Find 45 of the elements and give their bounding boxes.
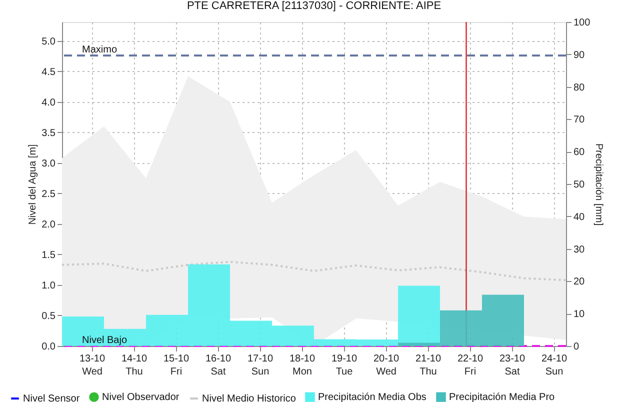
y2-tick-label: 10 [574, 309, 586, 320]
y-tick-label: 4.0 [42, 97, 56, 108]
x-tick-label: 15-10 Fri [163, 354, 190, 378]
y-tick-label: 4.5 [42, 66, 56, 78]
y2-tick-label: 50 [574, 180, 586, 190]
y2-tick-label: 70 [574, 114, 586, 126]
x-tick-label: 22-10 Fri [457, 354, 484, 378]
y-tick-label: 1.0 [42, 280, 56, 292]
chart-title: PTE CARRETERA [21137030] - CORRIENTE: AIPE [186, 0, 442, 12]
y-tick-label: 2.5 [42, 188, 56, 200]
y-tick-label: 1.5 [42, 250, 56, 261]
y-tick-label: 3.0 [42, 158, 56, 170]
y2-tick-label: 40 [574, 212, 586, 223]
y-axis-title: Nivel del Agua [m] [28, 144, 39, 225]
x-tick-label: 17-10 Sun [247, 354, 274, 378]
x-tick-label: 13-10 Wed [79, 354, 106, 378]
y-tick-label: 0.0 [42, 342, 56, 352]
y2-tick-label: 20 [574, 276, 586, 288]
x-tick-label: 18-10 Mon [289, 354, 316, 378]
ref-line-label: Nivel Bajo [82, 335, 128, 346]
legend-label: Nivel Observador [102, 392, 180, 402]
x-tick-label: 19-10 Tue [331, 354, 358, 378]
x-tick-label: 16-10 Sat [205, 354, 232, 378]
y2-tick-label: 90 [574, 50, 586, 61]
ref-line-label: Maximo [82, 44, 118, 56]
y2-tick-label: 80 [574, 82, 586, 94]
legend-label: Nivel Sensor [23, 394, 80, 402]
y2-axis-title: Precipitación [mm] [593, 143, 604, 226]
legend-label: Nivel Medio Historico [202, 394, 296, 402]
x-tick-label: 20-10 Wed [373, 354, 400, 378]
y-tick-label: 2.0 [42, 219, 56, 230]
x-tick-label: 14-10 Thu [121, 354, 148, 378]
x-tick-label: 24-10 Sun [541, 354, 568, 378]
legend-label: Precipitación Media Obs [318, 392, 426, 402]
line-series [61, 260, 567, 282]
x-tick-label: 21-10 Thu [415, 354, 442, 378]
y-tick-label: 5.0 [42, 36, 56, 48]
y2-tick-label: 0 [574, 342, 580, 352]
legend-label: Precipitación Media Pro [449, 392, 556, 402]
y2-tick-label: 100 [574, 18, 591, 28]
y2-tick-label: 60 [574, 147, 586, 158]
x-tick-label: 23-10 Sat [499, 354, 526, 378]
y-tick-label: 0.5 [42, 310, 56, 322]
y2-tick-label: 30 [574, 244, 586, 256]
y-tick-label: 3.5 [42, 128, 56, 139]
